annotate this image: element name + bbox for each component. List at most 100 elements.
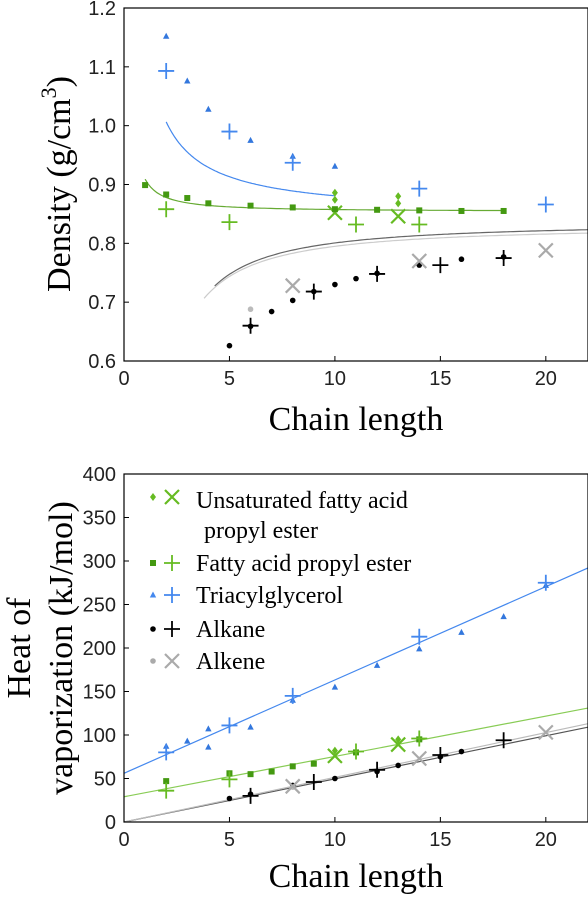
triacylglycerol-fit-curve	[165, 121, 335, 197]
heat-y-tick-label: 300	[83, 551, 116, 573]
density-x-tick-label: 5	[224, 368, 235, 390]
density-point-fatty-acid-propyl-ester-experimental	[374, 206, 381, 213]
density-y-ticks: 0.6 0.7 0.8 0.9 1.0 1.1 1.2	[88, 0, 129, 373]
heat-x-ticks: 0 5 10 15 20	[118, 817, 557, 851]
heat-x-tick-label: 20	[535, 829, 557, 851]
heat-point-fatty-acid-propyl-ester-model	[411, 730, 428, 747]
density-point-fatty-acid-propyl-ester-experimental	[142, 182, 149, 189]
alkene-fit-line	[123, 723, 588, 823]
heat-point-triacylglycerol-experimental	[500, 613, 507, 620]
legend-entry-triacylglycerol: Triacylglycerol	[149, 583, 343, 609]
heat-point-triacylglycerol-experimental	[184, 737, 191, 744]
density-point-triacylglycerol-experimental	[247, 136, 254, 143]
heat-y-tick-label: 50	[94, 769, 116, 791]
density-point-triacylglycerol-experimental	[184, 77, 191, 84]
density-point-unsaturated-fatty-acid-propyl-ester-experimental	[395, 192, 402, 201]
legend-label-alkene: Alkene	[196, 649, 265, 675]
density-point-alkane-model	[369, 265, 386, 282]
heat-point-alkene-model	[411, 750, 428, 767]
density-y-tick-label: 0.9	[88, 175, 116, 197]
legend-x-marker	[164, 489, 180, 505]
density-point-alkene-experimental	[247, 306, 254, 313]
heat-point-fatty-acid-propyl-ester-experimental	[268, 768, 275, 775]
heat-of-vaporization-chart: 0 50 100 150 200 250 300 350 400 0 5 10 15 20 Chain …	[1, 464, 588, 895]
density-x-tick-label: 10	[324, 368, 346, 390]
heat-point-triacylglycerol-experimental	[205, 725, 212, 732]
legend-plus-marker	[164, 587, 180, 603]
legend-marker-alkene	[150, 653, 180, 669]
fatty-acid-ester-fit-curve	[144, 178, 504, 212]
density-point-unsaturated-fatty-acid-propyl-ester-experimental	[331, 195, 338, 204]
heat-point-alkane-experimental	[395, 762, 401, 769]
density-point-triacylglycerol-experimental	[205, 105, 212, 112]
heat-point-alkane-model	[242, 787, 259, 804]
legend-circle-marker	[150, 658, 156, 664]
density-x-tick-label: 15	[429, 368, 451, 390]
heat-point-triacylglycerol-model	[411, 628, 428, 645]
heat-point-alkane-model	[495, 732, 512, 749]
density-y-tick-label: 1.1	[88, 57, 116, 79]
density-x-tick-label: 0	[118, 368, 129, 390]
density-point-fatty-acid-propyl-ester-experimental	[289, 204, 296, 211]
legend-marker-alkane	[150, 621, 180, 637]
heat-point-unsaturated-fatty-acid-propyl-ester-model	[390, 736, 406, 753]
heat-points	[158, 574, 554, 804]
density-plot-frame	[123, 7, 588, 362]
density-point-fatty-acid-propyl-ester-experimental	[247, 202, 254, 209]
density-point-alkene-model	[411, 253, 428, 269]
heat-point-fatty-acid-propyl-ester-experimental	[310, 760, 317, 767]
legend-circle-marker	[150, 626, 156, 632]
density-point-fatty-acid-propyl-ester-experimental	[416, 207, 423, 214]
heat-point-alkane-experimental	[226, 795, 233, 802]
heat-point-triacylglycerol-model	[158, 744, 175, 761]
density-point-unsaturated-fatty-acid-propyl-ester-experimental	[395, 199, 402, 208]
density-y-axis-label: Density (g/cm3)	[36, 76, 78, 292]
density-point-fatty-acid-propyl-ester-experimental	[163, 191, 170, 198]
density-point-alkene-model	[284, 277, 301, 294]
heat-point-triacylglycerol-model	[537, 574, 554, 591]
heat-x-axis-label: Chain length	[269, 858, 444, 895]
heat-point-fatty-acid-propyl-ester-model	[158, 782, 175, 799]
heat-point-alkane-model	[432, 747, 449, 764]
density-y-tick-label: 1.0	[88, 116, 116, 138]
heat-y-axis-label-line1: Heat of	[1, 597, 38, 699]
density-point-unsaturated-fatty-acid-propyl-ester-experimental	[331, 188, 338, 197]
heat-fit-lines	[123, 567, 588, 823]
density-y-tick-label: 0.6	[88, 351, 116, 373]
heat-point-triacylglycerol-model	[284, 687, 301, 704]
density-point-alkane-experimental	[458, 256, 465, 263]
density-point-alkene-model	[538, 242, 554, 259]
legend-label-unsaturated-line2: propyl ester	[204, 518, 318, 544]
heat-point-unsaturated-fatty-acid-propyl-ester-experimental	[395, 735, 402, 744]
density-point-triacylglycerol-experimental	[331, 162, 339, 169]
legend-diamond-marker	[150, 493, 156, 501]
density-y-tick-label: 0.7	[88, 292, 116, 314]
density-y-tick-label: 0.8	[88, 233, 116, 255]
legend-square-marker	[150, 560, 156, 566]
heat-point-unsaturated-fatty-acid-propyl-ester-model	[327, 748, 343, 764]
density-point-alkane-experimental	[289, 297, 296, 304]
heat-x-tick-label: 10	[324, 829, 346, 851]
density-point-alkane-experimental	[226, 342, 233, 349]
density-point-fatty-acid-propyl-ester-experimental	[331, 206, 338, 213]
heat-point-fatty-acid-propyl-ester-experimental	[247, 771, 254, 778]
heat-x-tick-label: 5	[224, 829, 235, 851]
legend-x-marker	[164, 653, 180, 669]
density-point-alkane-model	[495, 250, 512, 267]
legend-label-fatty-acid: Fatty acid propyl ester	[196, 551, 411, 577]
density-chart: 0.6 0.7 0.8 0.9 1.0 1.1 1.2 0 5 10 15 20 Chain len…	[36, 0, 588, 438]
density-x-tick-label: 20	[535, 368, 557, 390]
legend-entry-alkane: Alkane	[150, 617, 265, 643]
heat-y-ticks: 0 50 100 150 200 250 300 350 400	[83, 464, 129, 834]
density-point-triacylglycerol-model	[284, 154, 301, 171]
heat-point-alkane-experimental	[332, 775, 338, 782]
legend-marker-fatty-acid	[150, 555, 180, 571]
legend-plus-marker	[164, 555, 180, 571]
density-point-fatty-acid-propyl-ester-experimental	[458, 207, 465, 214]
alkane-fit-curve	[214, 229, 588, 287]
density-point-alkane-experimental	[353, 275, 359, 282]
heat-y-tick-label: 0	[105, 812, 116, 834]
heat-y-axis-label-line2: vaporization (kJ/mol)	[43, 501, 80, 795]
heat-y-tick-label: 400	[83, 464, 116, 486]
heat-point-fatty-acid-propyl-ester-model	[348, 743, 364, 760]
